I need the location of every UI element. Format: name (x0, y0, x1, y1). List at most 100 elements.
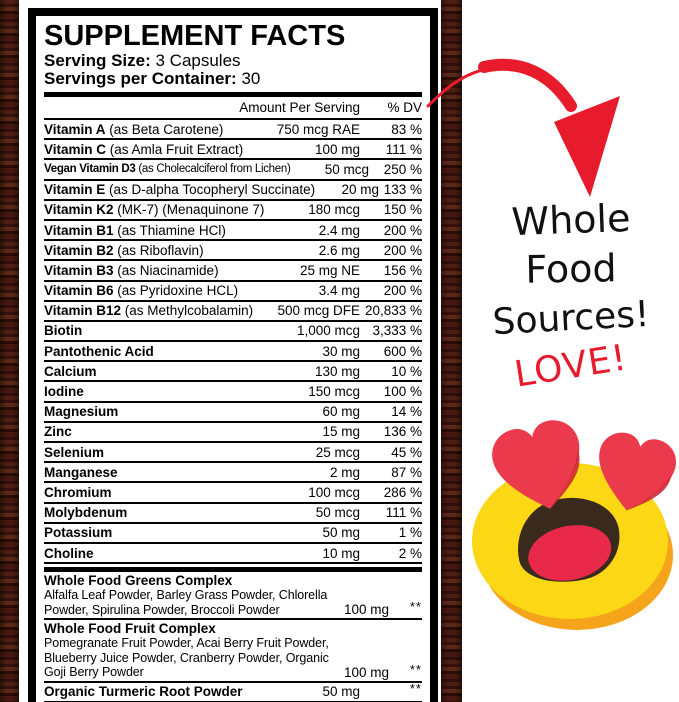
nutrient-amount: 100 mcg (308, 484, 360, 500)
heart-left-icon (492, 420, 580, 509)
nutrient-row: Calcium 130 mg 10 % (44, 362, 422, 383)
nutrient-amount: 20 mg (341, 182, 379, 198)
nutrient-name: Molybdenum (44, 505, 128, 521)
nutrient-row: Biotin 1,000 mcg 3,333 % (44, 322, 422, 343)
serving-size-label: Serving Size: (44, 51, 151, 70)
nutrient-table: Vitamin A (as Beta Carotene) 750 mcg RAE 8… (44, 120, 422, 565)
complex-heading: Whole Food Greens Complex (44, 573, 233, 589)
nutrient-row: Choline 10 mg 2 % (44, 544, 422, 565)
nutrient-row: Potassium 50 mg 1 % (44, 524, 422, 544)
nutrient-amount: 50 mg (322, 684, 360, 700)
serving-size-line: Serving Size: 3 Capsules (44, 52, 422, 70)
nutrient-row: Vitamin B2 (as Riboflavin) 2.6 mg 200 % (44, 241, 422, 262)
right-texture-strip (441, 0, 462, 702)
nutrient-amount: 180 mcg (308, 202, 360, 218)
complex-ingredients: Pomegranate Fruit Powder, Acai Berry Fru… (44, 636, 329, 680)
nutrient-row: Molybdenum 50 mcg 111 % (44, 504, 422, 524)
nutrient-name: Choline (44, 545, 94, 561)
nutrient-name: Vitamin E (as D-alpha Tocopheryl Succina… (44, 182, 316, 198)
complex-ingredients: Alfalfa Leaf Powder, Barley Grass Powder… (44, 588, 328, 617)
nutrient-name: Vitamin B6 (as Pyridoxine HCL) (44, 283, 239, 299)
heart-right-icon (599, 432, 677, 511)
nutrient-amount: 1,000 mcg (296, 323, 360, 339)
nutrient-name: Biotin (44, 323, 83, 339)
nutrient-name: Zinc (44, 424, 72, 440)
supplement-facts-panel: SUPPLEMENT FACTS Serving Size: 3 Capsule… (28, 8, 438, 702)
column-header-row: Amount Per Serving % DV (44, 97, 422, 120)
nutrient-name: Iodine (44, 384, 84, 400)
nutrient-name: Organic Turmeric Root Powder (44, 684, 243, 700)
servings-value: 30 (236, 69, 261, 88)
nutrient-amount: 2.6 mg (318, 242, 360, 258)
nutrient-amount: 100 mg (314, 141, 360, 157)
nutrient-name: Vegan Vitamin D3 (as Cholecalciferol fro… (44, 163, 291, 176)
heart-eyes-emoji (462, 415, 679, 640)
nutrient-name: Vitamin B12 (as Methylcobalamin) (44, 303, 254, 319)
nutrient-name: Vitamin K2 (MK-7) (Menaquinone 7) (44, 202, 265, 218)
annotation-line: Food (525, 246, 617, 292)
nutrient-dv: 2 % (398, 545, 422, 561)
nutrient-amount: 50 mg (322, 525, 360, 541)
nutrient-amount: 150 mcg (308, 384, 360, 400)
complex-dv: ** (409, 661, 422, 677)
servings-label: Servings per Container: (44, 69, 237, 88)
nutrient-amount: 50 mcg (324, 161, 370, 177)
nutrient-dv: 100 % (383, 384, 422, 400)
complex-dv: ** (409, 599, 422, 615)
nutrient-name: Calcium (44, 363, 97, 379)
complex-amount: 100 mg (344, 664, 390, 680)
nutrient-row: Vitamin B12 (as Methylcobalamin) 500 mcg … (44, 302, 422, 322)
complex-amount: 100 mg (344, 602, 390, 618)
nutrient-row: Magnesium 60 mg 14 % (44, 403, 422, 423)
complex-heading: Whole Food Fruit Complex (44, 621, 216, 637)
nutrient-dv: 111 % (385, 141, 422, 157)
red-curved-arrow-icon (426, 58, 620, 197)
nutrient-name: Vitamin B1 (as Thiamine HCl) (44, 222, 226, 238)
nutrient-dv: 600 % (383, 343, 422, 359)
nutrient-name: Vitamin B2 (as Riboflavin) (44, 242, 204, 258)
panel-title: SUPPLEMENT FACTS (44, 20, 346, 52)
nutrient-amount: 10 mg (322, 545, 360, 561)
nutrient-row: Vitamin K2 (MK-7) (Menaquinone 7) 180 mcg… (44, 201, 422, 221)
nutrient-row: Chromium 100 mcg 286 % (44, 483, 422, 504)
amount-column-header: Amount Per Serving (239, 100, 360, 115)
nutrient-dv: 200 % (383, 283, 422, 299)
nutrient-dv: 14 % (391, 404, 422, 420)
nutrient-amount: 500 mcg DFE (277, 303, 360, 319)
nutrient-name: Selenium (44, 444, 105, 460)
nutrient-amount: 25 mg NE (299, 262, 360, 278)
nutrient-row: Vitamin E (as D-alpha Tocopheryl Succina… (44, 181, 422, 201)
nutrient-row: Pantothenic Acid 30 mg 600 % (44, 342, 422, 363)
nutrient-name: Vitamin B3 (as Niacinamide) (44, 262, 219, 278)
left-texture-strip (0, 0, 19, 702)
nutrient-amount: 2.4 mg (318, 222, 360, 238)
nutrient-amount: 60 mg (322, 404, 360, 420)
nutrient-dv: 250 % (383, 161, 422, 177)
nutrient-amount: 3.4 mg (318, 283, 360, 299)
nutrient-dv: 200 % (383, 222, 422, 238)
nutrient-dv: 87 % (391, 464, 422, 480)
nutrient-dv: 10 % (391, 363, 422, 379)
nutrient-dv: 156 % (383, 262, 422, 278)
complex-section: Whole Food Fruit Complex Pomegranate Frui… (44, 620, 422, 683)
complex-section: Whole Food Greens Complex Alfalfa Leaf Po… (44, 572, 422, 621)
nutrient-dv: 150 % (383, 202, 422, 218)
nutrient-name: Vitamin A (as Beta Carotene) (44, 121, 224, 137)
nutrient-dv: 45 % (391, 444, 422, 460)
nutrient-dv: 136 % (383, 424, 422, 440)
nutrient-name: Chromium (44, 484, 112, 500)
nutrient-amount: 15 mg (322, 424, 360, 440)
nutrient-dv: 1 % (398, 525, 422, 541)
nutrient-amount: 50 mcg (315, 505, 360, 521)
divider-bar (44, 92, 422, 97)
divider-bar (44, 567, 422, 573)
nutrient-name: Manganese (44, 464, 118, 480)
nutrient-amount: 25 mcg (315, 444, 360, 460)
nutrient-dv: 20,833 % (364, 303, 422, 319)
dv-column-header: % DV (387, 100, 422, 115)
servings-per-container-line: Servings per Container: 30 (44, 70, 422, 88)
nutrient-row: Vitamin B6 (as Pyridoxine HCL) 3.4 mg 200 … (44, 282, 422, 302)
nutrient-dv: 83 % (391, 121, 422, 137)
